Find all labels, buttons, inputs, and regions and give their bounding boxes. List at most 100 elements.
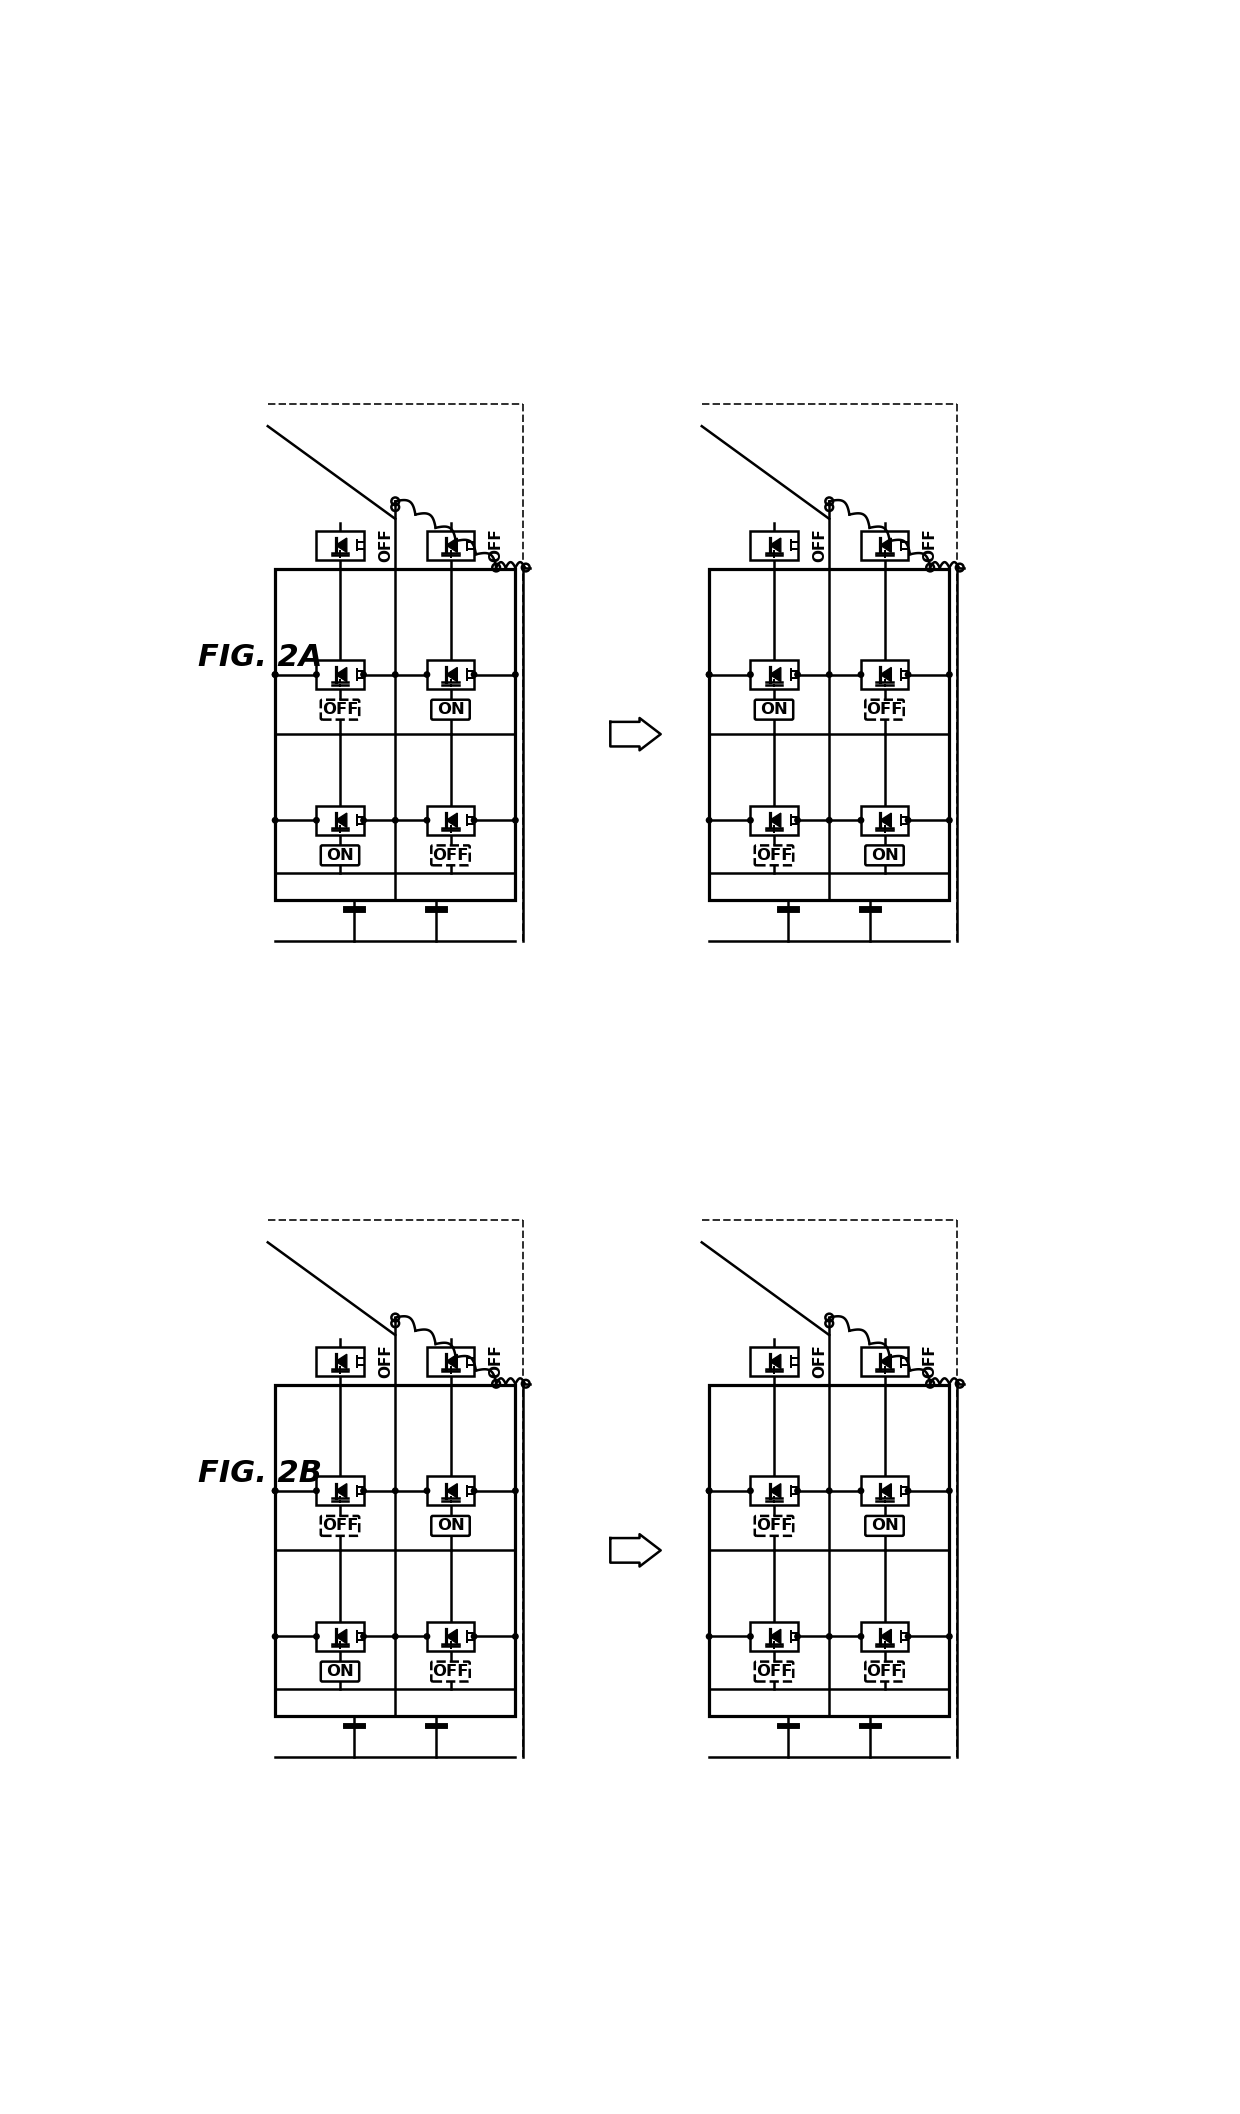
Circle shape <box>314 818 319 822</box>
Bar <box>861 660 908 689</box>
Circle shape <box>858 1488 863 1492</box>
FancyBboxPatch shape <box>866 846 904 865</box>
Text: ON: ON <box>870 1518 899 1533</box>
Bar <box>316 1347 363 1376</box>
Polygon shape <box>770 1355 781 1368</box>
Text: OFF: OFF <box>923 528 937 562</box>
Bar <box>750 1621 797 1651</box>
Polygon shape <box>880 539 892 552</box>
Text: OFF: OFF <box>755 1518 792 1533</box>
Bar <box>316 531 363 560</box>
Text: OFF: OFF <box>321 1518 358 1533</box>
Bar <box>861 1621 908 1651</box>
Polygon shape <box>610 719 661 750</box>
Circle shape <box>748 672 753 676</box>
Circle shape <box>471 1634 476 1638</box>
Bar <box>427 1621 474 1651</box>
Bar <box>427 531 474 560</box>
Text: ON: ON <box>436 1518 465 1533</box>
Circle shape <box>471 672 476 676</box>
Text: OFF: OFF <box>755 1664 792 1679</box>
Text: OFF: OFF <box>812 1345 827 1378</box>
Circle shape <box>707 1634 712 1638</box>
Polygon shape <box>446 668 458 681</box>
Text: OFF: OFF <box>923 1345 937 1378</box>
Text: FIG. 2B: FIG. 2B <box>197 1459 321 1488</box>
Text: OFF: OFF <box>378 528 393 562</box>
Circle shape <box>795 672 800 676</box>
FancyBboxPatch shape <box>321 846 360 865</box>
Circle shape <box>512 672 518 676</box>
Circle shape <box>512 818 518 822</box>
Circle shape <box>858 672 863 676</box>
Circle shape <box>471 1488 476 1492</box>
Circle shape <box>314 672 319 676</box>
Circle shape <box>361 1488 366 1492</box>
Polygon shape <box>336 668 347 681</box>
Bar <box>316 1621 363 1651</box>
Circle shape <box>707 672 712 676</box>
Polygon shape <box>446 1484 458 1499</box>
Polygon shape <box>770 668 781 681</box>
Polygon shape <box>446 1355 458 1368</box>
Bar <box>861 805 908 835</box>
Bar <box>427 1476 474 1505</box>
Polygon shape <box>446 814 458 827</box>
Bar <box>709 569 950 901</box>
Circle shape <box>946 1634 952 1638</box>
Text: ON: ON <box>436 702 465 717</box>
Polygon shape <box>610 1535 661 1566</box>
Polygon shape <box>770 1484 781 1499</box>
Polygon shape <box>336 539 347 552</box>
Polygon shape <box>880 668 892 681</box>
Bar <box>861 1476 908 1505</box>
Circle shape <box>314 1634 319 1638</box>
Bar <box>861 531 908 560</box>
Circle shape <box>273 1634 278 1638</box>
Circle shape <box>273 1488 278 1492</box>
Text: FIG. 2A: FIG. 2A <box>197 643 322 672</box>
Circle shape <box>707 1488 712 1492</box>
Bar <box>750 805 797 835</box>
Circle shape <box>512 1634 518 1638</box>
FancyBboxPatch shape <box>321 700 360 719</box>
Circle shape <box>361 818 366 822</box>
Circle shape <box>858 1634 863 1638</box>
FancyBboxPatch shape <box>866 700 904 719</box>
Circle shape <box>471 818 476 822</box>
Bar <box>316 805 363 835</box>
FancyBboxPatch shape <box>432 1662 470 1681</box>
FancyBboxPatch shape <box>866 1516 904 1537</box>
Circle shape <box>314 1488 319 1492</box>
FancyBboxPatch shape <box>866 1662 904 1681</box>
Circle shape <box>361 1634 366 1638</box>
Text: ON: ON <box>870 848 899 863</box>
Circle shape <box>512 1488 518 1492</box>
Polygon shape <box>336 1484 347 1499</box>
Circle shape <box>827 1488 832 1492</box>
Polygon shape <box>880 1630 892 1643</box>
FancyBboxPatch shape <box>755 1662 794 1681</box>
Circle shape <box>273 818 278 822</box>
Circle shape <box>424 818 429 822</box>
Bar <box>275 1385 516 1717</box>
Polygon shape <box>336 1355 347 1368</box>
Circle shape <box>707 672 712 676</box>
Circle shape <box>707 1488 712 1492</box>
Circle shape <box>946 1488 952 1492</box>
Bar <box>750 1476 797 1505</box>
Text: OFF: OFF <box>867 702 903 717</box>
Text: OFF: OFF <box>321 702 358 717</box>
Circle shape <box>827 1634 832 1638</box>
Circle shape <box>905 672 910 676</box>
Circle shape <box>748 1634 753 1638</box>
Bar <box>316 1476 363 1505</box>
Bar <box>861 1347 908 1376</box>
Text: OFF: OFF <box>433 848 469 863</box>
Circle shape <box>707 818 712 822</box>
Circle shape <box>273 1488 278 1492</box>
FancyBboxPatch shape <box>755 700 794 719</box>
Polygon shape <box>446 1630 458 1643</box>
Circle shape <box>393 1634 398 1638</box>
FancyBboxPatch shape <box>432 846 470 865</box>
